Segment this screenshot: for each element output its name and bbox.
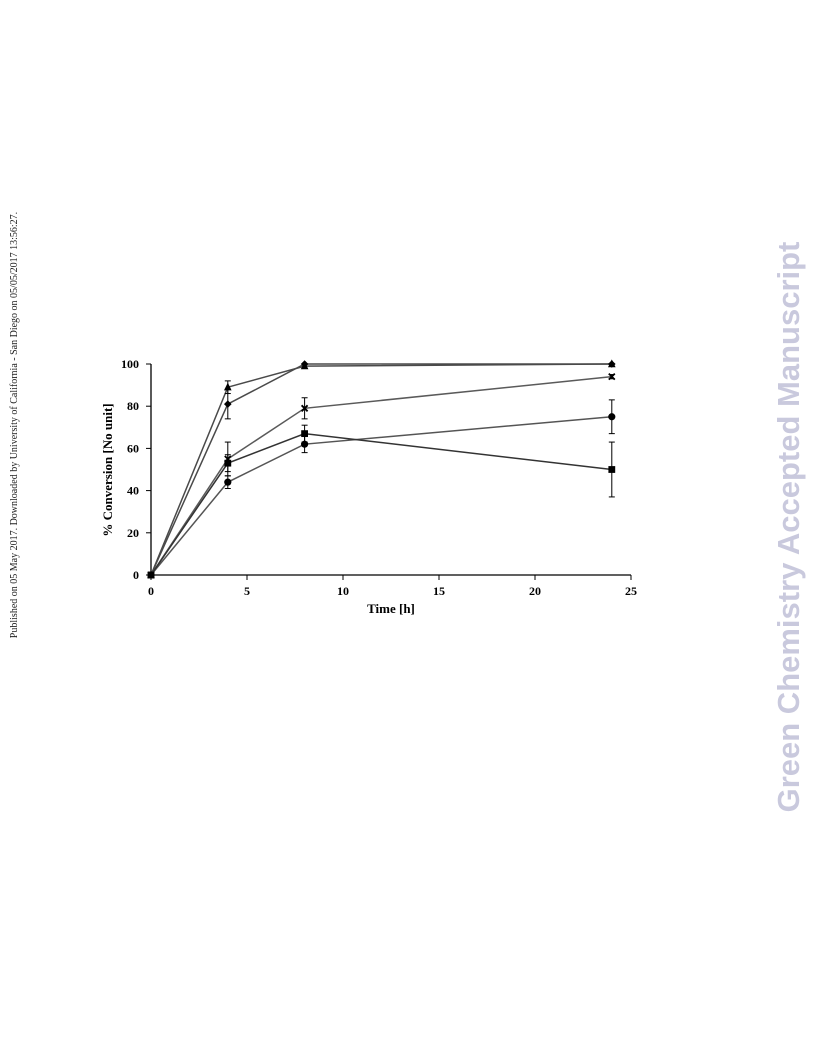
- axis-ticks: 0 5 10 15 20 25 0 20 40 60 80 100: [121, 357, 637, 598]
- x-axis-title: Time [h]: [367, 601, 415, 616]
- data-point-diamond: [300, 360, 309, 368]
- data-point-square: [301, 430, 308, 438]
- data-point-triangle: [224, 382, 232, 391]
- x-tick-label: 15: [433, 584, 445, 598]
- x-tick-label: 0: [148, 584, 154, 598]
- x-tick-label: 20: [529, 584, 541, 598]
- data-point-diamond: [224, 400, 232, 408]
- y-tick-label: 80: [127, 399, 139, 413]
- series-square: [147, 424, 616, 579]
- series-line: [150, 416, 612, 576]
- data-point-square: [224, 459, 232, 467]
- x-tick-label: 25: [625, 584, 637, 598]
- y-tick-label: 40: [127, 484, 139, 498]
- data-point-square: [608, 466, 616, 473]
- y-tick-label: 20: [127, 526, 139, 540]
- series-x: [147, 373, 616, 579]
- series-line: [150, 363, 612, 576]
- series-line: [150, 375, 612, 576]
- chart-axes: [150, 364, 631, 576]
- series-line: [150, 432, 612, 576]
- x-tick-label: 10: [337, 584, 349, 598]
- data-point-square: [147, 571, 155, 579]
- series-diamond: [147, 360, 616, 579]
- data-point-circle: [224, 478, 232, 486]
- series-triangle: [147, 359, 616, 579]
- series-layer: [147, 359, 616, 579]
- y-tick-label: 100: [121, 357, 139, 371]
- x-tick-label: 5: [244, 584, 250, 598]
- y-tick-label: 60: [127, 441, 139, 455]
- data-point-x: [608, 373, 616, 381]
- series-line: [150, 363, 612, 576]
- y-tick-label: 0: [133, 568, 139, 582]
- data-point-x: [300, 404, 309, 412]
- data-point-diamond: [608, 360, 616, 368]
- y-axis-title: % Conversion [No unit]: [100, 403, 115, 536]
- data-point-circle: [608, 413, 616, 421]
